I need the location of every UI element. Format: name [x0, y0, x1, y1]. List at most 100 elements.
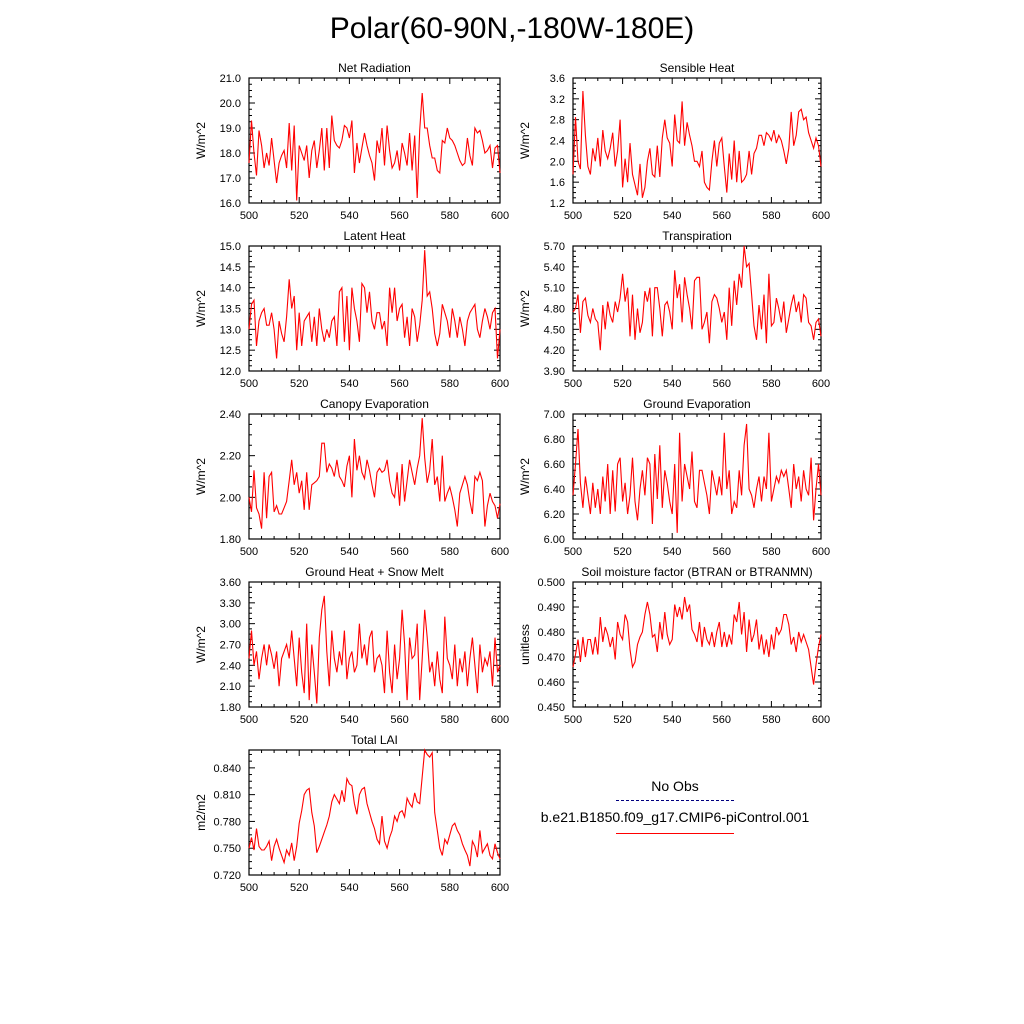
- panel-title: Sensible Heat: [660, 61, 735, 75]
- x-tick-label: 540: [663, 714, 681, 726]
- x-tick-label: 600: [812, 210, 830, 222]
- x-tick-label: 540: [340, 714, 358, 726]
- y-tick-label: 0.480: [537, 627, 565, 639]
- y-tick-label: 2.00: [220, 492, 241, 504]
- y-tick-label: 17.0: [220, 173, 241, 185]
- y-tick-label: 5.10: [544, 283, 565, 295]
- y-tick-label: 6.40: [544, 484, 565, 496]
- y-axis-label: W/m^2: [518, 122, 532, 159]
- y-tick-label: 6.80: [544, 434, 565, 446]
- y-tick-label: 1.2: [550, 198, 565, 210]
- x-tick-label: 580: [762, 210, 780, 222]
- panel-title: Transpiration: [662, 229, 732, 243]
- y-tick-label: 6.00: [544, 534, 565, 546]
- x-tick-label: 540: [340, 882, 358, 894]
- x-tick-label: 580: [762, 546, 780, 558]
- panel-2: 500 520 540 560 580 600 1.2 1.6 2.0 2.4 2.8 3.2 3.6 S…: [518, 61, 830, 222]
- x-tick-label: 580: [762, 378, 780, 390]
- panel-8: 500 520 540 560 580 600 0.450 0.460 0.470 0.480 0.…: [518, 565, 830, 726]
- panel-title: Total LAI: [351, 733, 398, 747]
- y-tick-label: 13.5: [220, 304, 241, 316]
- panel-title: Ground Heat + Snow Melt: [305, 565, 444, 579]
- x-tick-label: 560: [390, 210, 408, 222]
- y-tick-label: 19.0: [220, 123, 241, 135]
- y-tick-label: 12.5: [220, 345, 241, 357]
- series-line: [248, 92, 501, 201]
- x-tick-label: 520: [613, 714, 631, 726]
- y-tick-label: 1.6: [550, 177, 565, 189]
- legend: No Obs b.e21.B1850.f09_g17.CMIP6-piContr…: [530, 778, 820, 834]
- x-tick-label: 560: [390, 882, 408, 894]
- panel-4: 500 520 540 560 580 600 3.90 4.20 4.50 4.80 5.10 5.…: [518, 229, 830, 390]
- y-tick-label: 12.0: [220, 366, 241, 378]
- page-title: Polar(60-90N,-180W-180E): [329, 12, 695, 45]
- x-tick-label: 520: [290, 882, 308, 894]
- x-tick-label: 560: [390, 546, 408, 558]
- series-line: [572, 245, 822, 351]
- plot-frame: [572, 245, 822, 372]
- legend-case-label: b.e21.B1850.f09_g17.CMIP6-piControl.001: [540, 809, 810, 825]
- x-tick-label: 600: [812, 714, 830, 726]
- y-tick-label: 20.0: [220, 98, 241, 110]
- y-tick-label: 18.0: [220, 148, 241, 160]
- x-tick-label: 500: [240, 210, 258, 222]
- panel-7: 500 520 540 560 580 600 1.80 2.10 2.40 2.70 3.00 3.…: [194, 565, 509, 726]
- x-tick-label: 520: [613, 546, 631, 558]
- y-tick-label: 0.460: [537, 677, 565, 689]
- y-tick-label: 21.0: [220, 73, 241, 85]
- y-tick-label: 3.90: [544, 366, 565, 378]
- y-tick-label: 6.20: [544, 509, 565, 521]
- panel-9: 500 520 540 560 580 600 0.720 0.750 0.780 0.810 0.…: [194, 733, 509, 894]
- x-tick-label: 500: [240, 378, 258, 390]
- y-tick-label: 4.20: [544, 345, 565, 357]
- x-tick-label: 560: [713, 378, 731, 390]
- y-tick-label: 2.0: [550, 156, 565, 168]
- series-line: [248, 595, 501, 704]
- y-tick-label: 2.70: [220, 640, 241, 652]
- y-tick-label: 0.470: [537, 652, 565, 664]
- x-tick-label: 580: [441, 210, 459, 222]
- y-tick-label: 3.2: [550, 94, 565, 106]
- y-tick-label: 6.60: [544, 459, 565, 471]
- x-tick-label: 540: [663, 210, 681, 222]
- y-tick-label: 4.50: [544, 324, 565, 336]
- y-tick-label: 0.840: [213, 763, 241, 775]
- x-tick-label: 560: [713, 546, 731, 558]
- x-tick-label: 500: [564, 714, 582, 726]
- legend-case-line: [616, 833, 734, 834]
- y-tick-label: 14.0: [220, 283, 241, 295]
- x-tick-label: 500: [240, 882, 258, 894]
- y-tick-label: 14.5: [220, 262, 241, 274]
- y-tick-label: 0.720: [213, 870, 241, 882]
- y-tick-label: 0.500: [537, 577, 565, 589]
- x-tick-label: 540: [663, 378, 681, 390]
- y-tick-label: 5.40: [544, 262, 565, 274]
- series-line: [248, 418, 501, 529]
- x-tick-label: 520: [613, 210, 631, 222]
- x-tick-label: 560: [713, 714, 731, 726]
- x-tick-label: 520: [290, 546, 308, 558]
- panel-title: Canopy Evaporation: [320, 397, 429, 411]
- x-tick-label: 520: [613, 378, 631, 390]
- y-axis-label: W/m^2: [518, 290, 532, 327]
- x-tick-label: 580: [441, 714, 459, 726]
- plot-frame: [248, 77, 501, 204]
- x-tick-label: 540: [340, 378, 358, 390]
- y-tick-label: 4.80: [544, 304, 565, 316]
- series-line: [572, 90, 822, 198]
- x-tick-label: 520: [290, 210, 308, 222]
- series-line: [572, 423, 822, 533]
- y-tick-label: 2.4: [550, 136, 565, 148]
- plot-frame: [248, 413, 501, 540]
- y-tick-label: 7.00: [544, 409, 565, 421]
- x-tick-label: 540: [663, 546, 681, 558]
- y-tick-label: 2.40: [220, 409, 241, 421]
- y-tick-label: 3.00: [220, 619, 241, 631]
- x-tick-label: 600: [491, 714, 509, 726]
- panel-1: 500 520 540 560 580 600 16.0 17.0 18.0 19.0 20.0 21…: [194, 61, 509, 222]
- x-tick-label: 580: [441, 882, 459, 894]
- y-tick-label: 13.0: [220, 324, 241, 336]
- y-tick-label: 0.810: [213, 790, 241, 802]
- y-tick-label: 2.10: [220, 681, 241, 693]
